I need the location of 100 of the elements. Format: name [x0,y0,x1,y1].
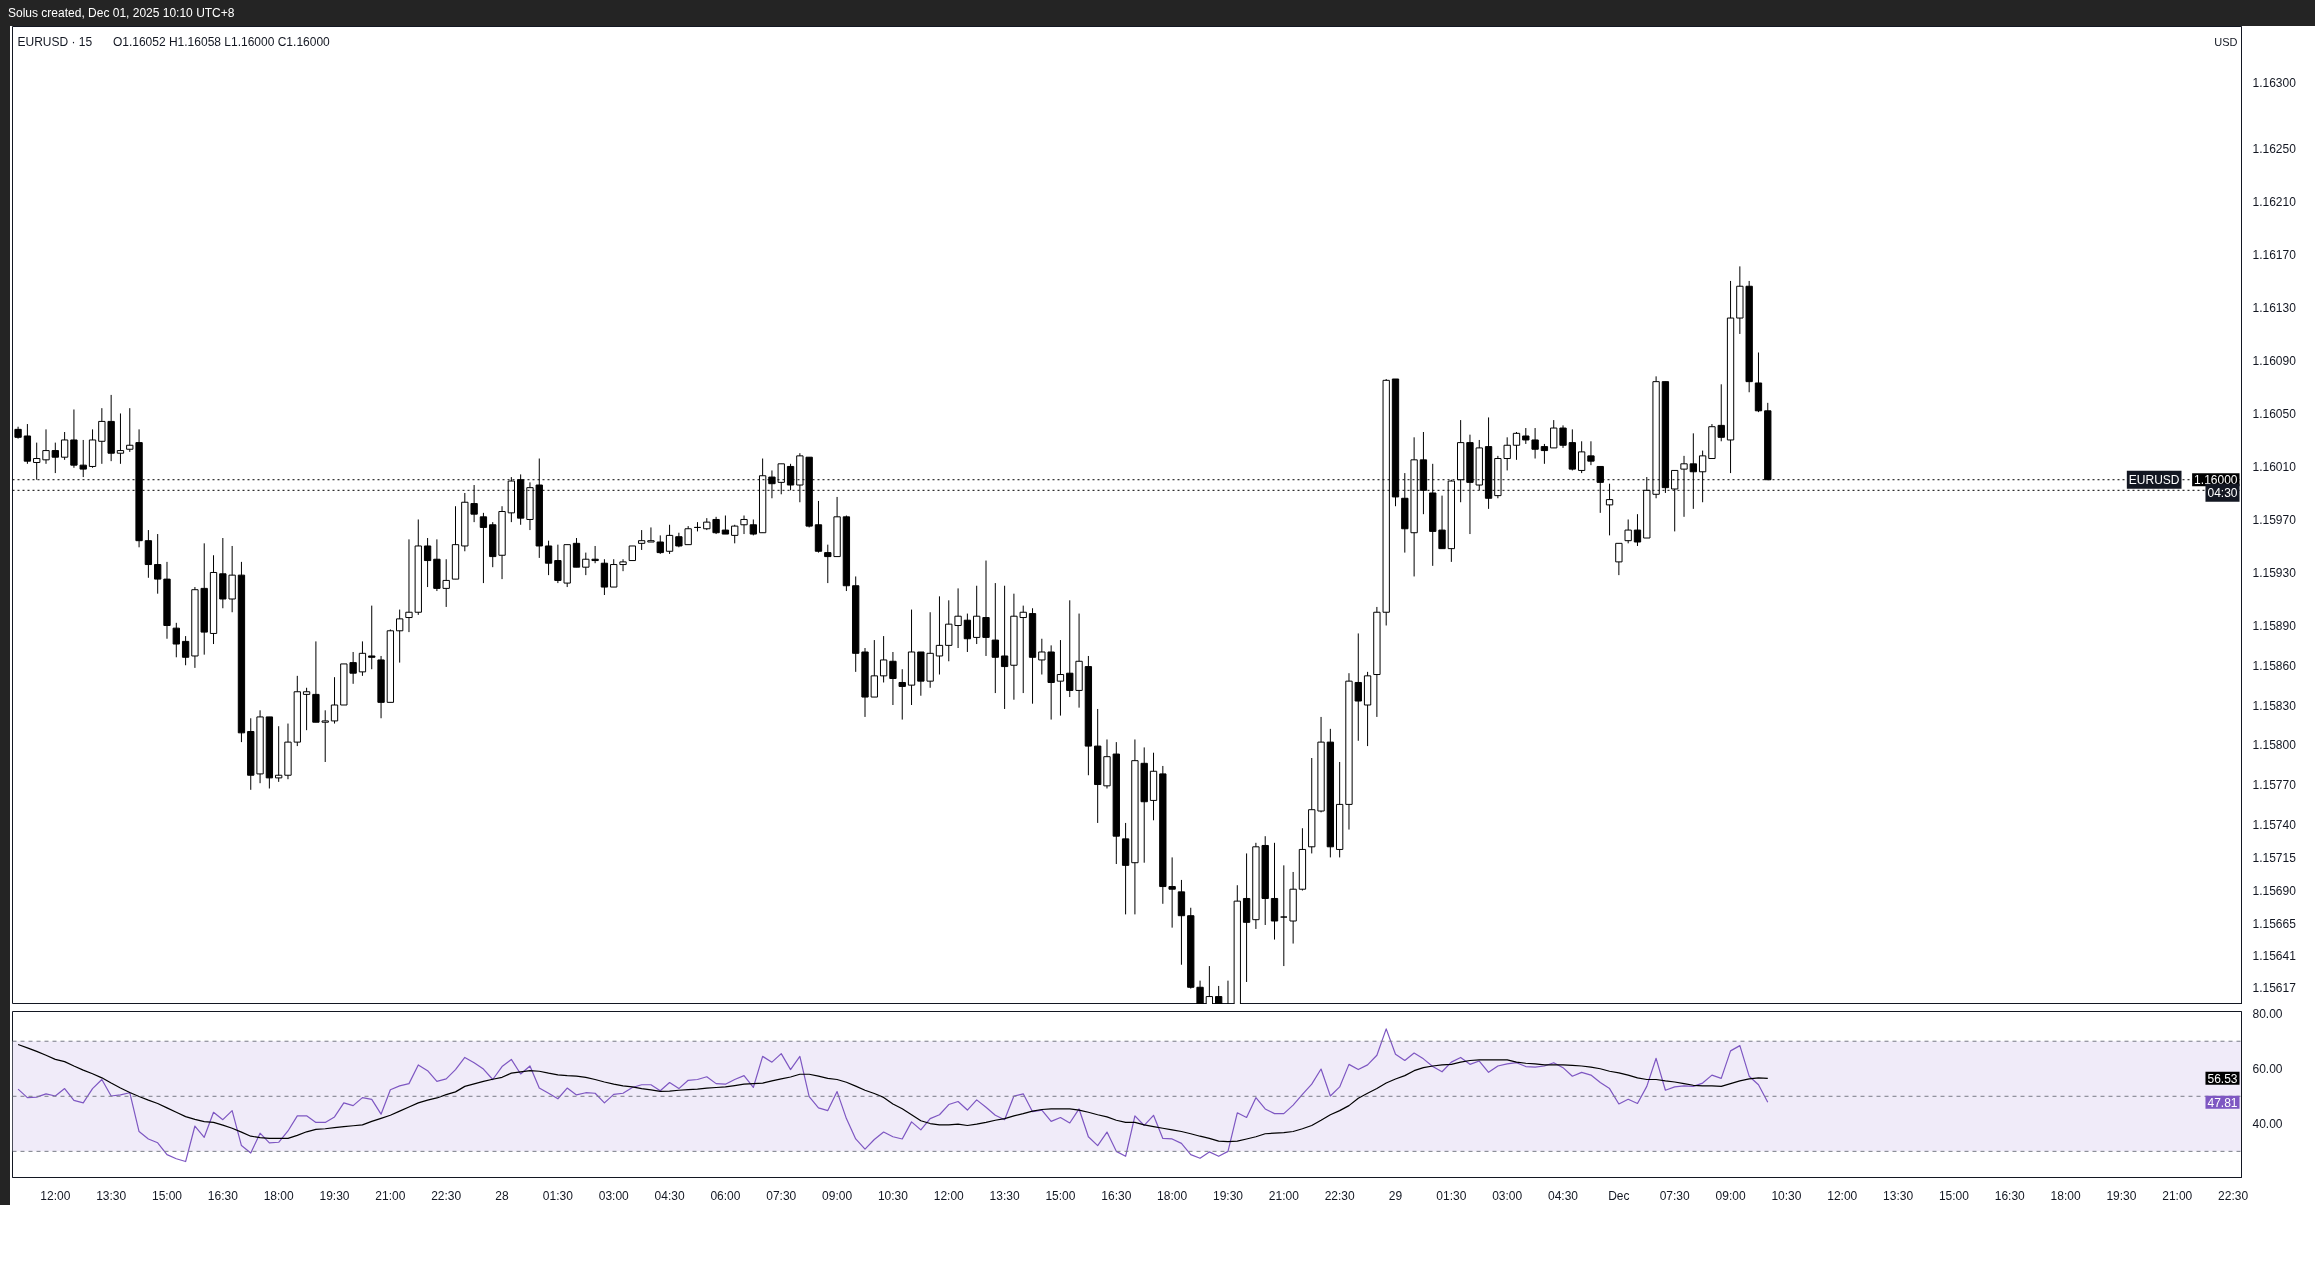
candlestick [1270,842,1279,941]
candlestick [544,540,553,576]
candlestick [1242,852,1251,983]
candlestick [116,412,125,465]
x-tick-label: 15:00 [1045,1188,1076,1203]
x-tick-label: 09:00 [822,1188,853,1203]
y-axis-title: USD [2214,35,2238,48]
x-tick-label: 13:30 [1883,1188,1914,1203]
candlestick [1624,518,1632,544]
y-tick-label: 1.15930 [2252,565,2297,580]
y-tick-label: 1.15830 [2252,698,2297,713]
candlestick [172,622,180,658]
x-tick-label: 12:00 [933,1188,965,1203]
candlestick [330,676,339,725]
x-tick-label: 16:30 [1994,1188,2026,1203]
x-tick-label: 21:00 [375,1188,406,1203]
y-tick-label: 1.16210 [2252,194,2297,209]
y-tick-label: 1.16170 [2252,247,2297,262]
candlestick [479,512,488,584]
candlestick [600,558,609,596]
y-tick-label: 1.15715 [2252,850,2297,865]
x-tick-label: 03:00 [598,1188,630,1203]
x-tick-label: 19:30 [319,1188,350,1203]
candlestick [275,725,283,783]
annotation: EURUSD [2128,472,2180,487]
candlestick [1587,440,1595,466]
candlestick [1633,513,1642,547]
candlestick [1177,879,1186,966]
candlestick [396,609,404,664]
x-tick-label: 07:30 [1659,1188,1691,1203]
annotation: 04:30 [2207,485,2238,500]
x-tick-label: 10:30 [877,1188,909,1203]
y-tick-label: 1.15665 [2252,917,2297,932]
y-tick-label: 1.15641 [2252,948,2297,963]
x-tick-label: 03:00 [1492,1188,1523,1203]
candlestick [181,635,190,666]
x-tick-label: 10:30 [1771,1188,1802,1203]
candlestick [302,687,311,731]
text: O1.16052 H1.16058 L1.16000 C1.16000 [112,34,331,49]
candlestick [889,651,897,706]
annotation: 47.81 [2207,1095,2238,1110]
x-tick-label: 12:00 [1827,1188,1858,1203]
x-tick-label: 22:30 [2218,1188,2249,1203]
text: EURUSD · 15 [17,34,93,49]
y-tick-label: 1.15690 [2252,884,2297,899]
x-tick-label: 22:30 [431,1188,462,1203]
candlestick [423,537,432,588]
candlestick [368,605,376,670]
candlestick [79,439,87,478]
candlestick [991,582,999,694]
y-tick-label: 1.15740 [2252,817,2297,832]
x-tick-label: 19:30 [1212,1188,1244,1203]
x-tick-label: 07:30 [766,1188,797,1203]
y-tick-label: 1.15890 [2252,618,2297,633]
x-tick-label: 18:00 [2050,1188,2081,1203]
candlestick [1056,639,1065,717]
candlestick [647,526,655,543]
candlestick [879,635,888,683]
x-tick-label: 04:30 [654,1188,685,1203]
x-tick-label: 16:30 [207,1188,239,1203]
candlestick [721,515,730,535]
x-tick-label: 28 [495,1188,510,1203]
y-tick-label: 1.15860 [2252,658,2297,673]
y-tick-label: 1.16130 [2252,300,2297,315]
x-tick-label: 09:00 [1715,1188,1746,1203]
y-tick-label: 40.00 [2252,1117,2283,1132]
x-tick-label: 04:30 [1548,1188,1579,1203]
x-tick-label: 18:00 [1157,1188,1188,1203]
x-tick-label: 21:00 [1268,1188,1300,1203]
line-series [17,1043,1769,1143]
x-tick-label: 16:30 [1101,1188,1132,1203]
y-tick-label: 1.15970 [2252,512,2297,527]
ref-line-label: 1.16000 [2194,473,2238,488]
candlestick [898,668,906,721]
candlestick [144,529,153,579]
annotation: 56.53 [2207,1071,2238,1086]
candlestick [935,595,944,676]
candlestick [405,538,413,633]
x-tick-label: 13:30 [96,1188,127,1203]
y-tick-label: 1.16250 [2252,141,2297,156]
candlestick [1540,443,1549,465]
x-tick-label: 29 [1388,1188,1403,1203]
x-tick-label: 15:00 [151,1188,183,1203]
candlestick [963,613,972,653]
candlestick [1577,440,1586,474]
candlestick [665,524,674,555]
y-tick-label: 1.16300 [2252,75,2297,90]
candlestick [154,533,162,595]
y-tick-label: 80.00 [2252,1007,2283,1022]
y-tick-label: 1.16090 [2252,353,2297,368]
candlestick [1205,965,1214,1004]
candlestick [1531,427,1539,460]
y-tick-label: 1.16050 [2252,406,2297,421]
candlestick [572,537,581,568]
y-tick-label: 1.15800 [2252,738,2297,753]
candlestick [60,431,69,461]
x-tick-label: 13:30 [989,1188,1020,1203]
x-tick-label: 22:30 [1324,1188,1355,1203]
x-tick-label: 18:00 [263,1188,295,1203]
line-series [17,1028,1769,1163]
